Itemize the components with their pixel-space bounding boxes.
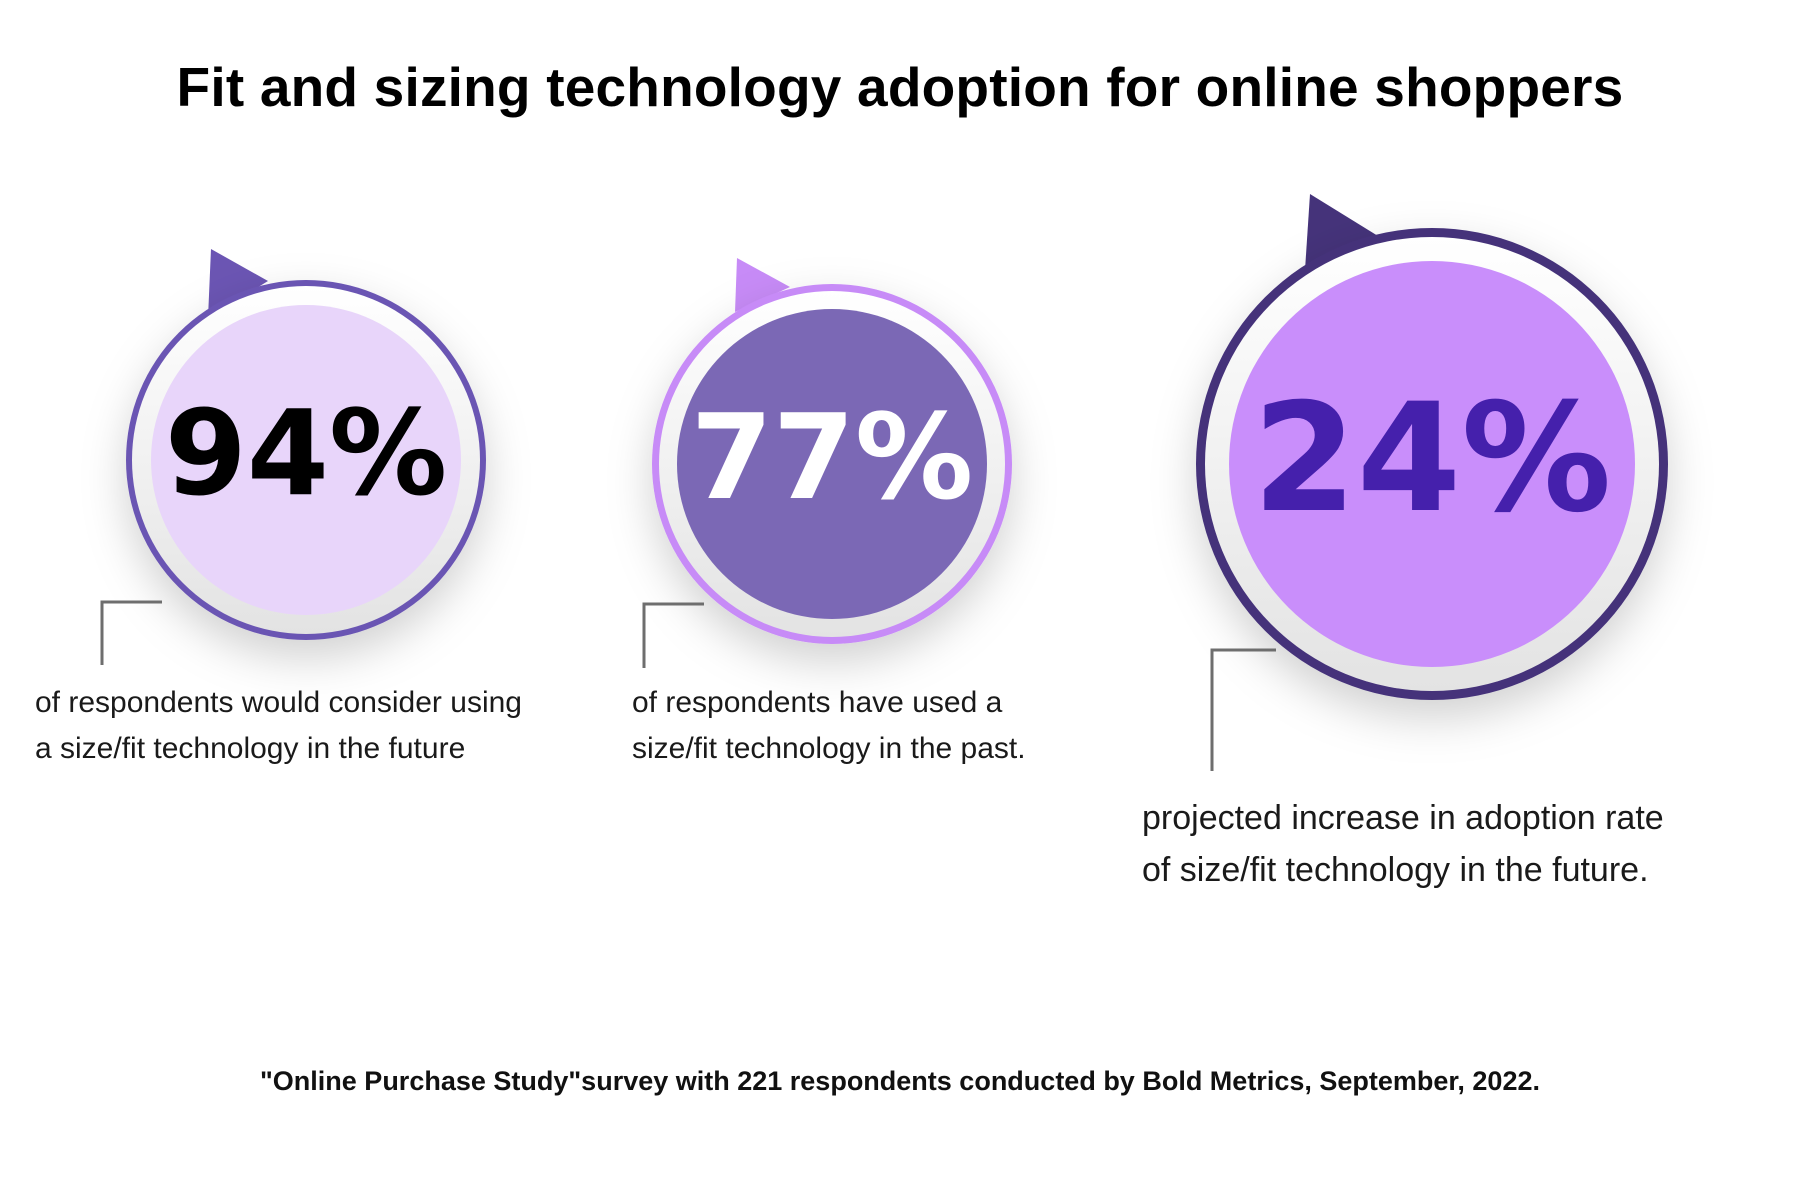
stat-circle-94: 94% [100, 249, 486, 665]
stat-description-2: of respondents have used a size/fit tech… [632, 680, 1026, 772]
stat-description-1-line-1: of respondents would consider using [35, 686, 522, 719]
pointer-tab-3 [1305, 194, 1378, 270]
source-note: "Online Purchase Study"survey with 221 r… [260, 1066, 1540, 1096]
stat-value-3: 24% [1252, 372, 1611, 546]
callout-bracket-3 [1210, 648, 1276, 771]
stat-value-1: 94% [165, 384, 447, 522]
stat-description-3-line-1: projected increase in adoption rate [1142, 799, 1664, 837]
stat-description-1-line-2: a size/fit technology in the future [35, 732, 466, 765]
value-disc-3 [1229, 261, 1635, 667]
stat-description-1: of respondents would consider using a si… [35, 680, 522, 772]
stat-circle-77: 77% [642, 258, 1012, 668]
callout-bracket-1 [100, 600, 162, 665]
value-disc-2 [677, 309, 987, 619]
stat-description-2-line-2: size/fit technology in the past. [632, 732, 1026, 765]
value-disc-1 [151, 305, 461, 615]
page-title: Fit and sizing technology adoption for o… [176, 56, 1624, 118]
pointer-tab-2 [735, 258, 790, 312]
callout-bracket-2 [642, 602, 704, 668]
stat-description-3-line-2: of size/fit technology in the future. [1142, 851, 1649, 889]
stat-description-3: projected increase in adoption rate of s… [1142, 792, 1664, 896]
stat-description-2-line-1: of respondents have used a [632, 686, 1003, 719]
stat-value-2: 77% [691, 388, 973, 526]
stat-circle-24: 24% [1196, 194, 1668, 771]
